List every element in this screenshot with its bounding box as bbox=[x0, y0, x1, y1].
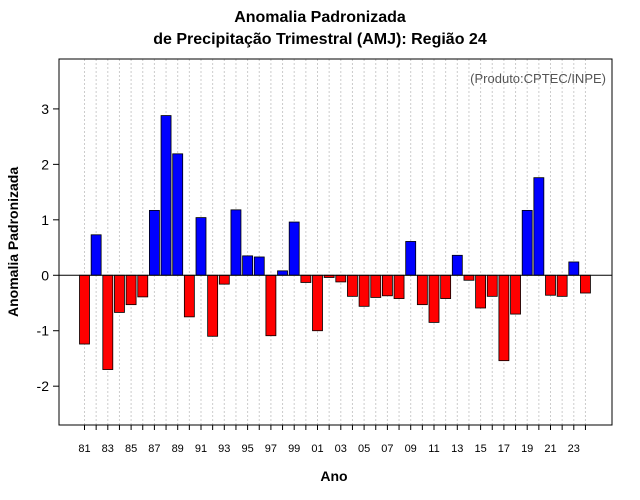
bar-92 bbox=[207, 274, 219, 337]
bar-06 bbox=[370, 274, 382, 298]
x-tick-label: 89 bbox=[172, 443, 184, 455]
bar-18 bbox=[510, 274, 521, 315]
y-tick-label: 3 bbox=[41, 101, 49, 117]
bar-95 bbox=[242, 255, 254, 276]
chart-title: Anomalia Padronizada bbox=[234, 9, 406, 26]
x-tick-label: 07 bbox=[381, 443, 393, 455]
bar-84 bbox=[114, 274, 125, 313]
x-tick-label: 91 bbox=[195, 443, 207, 455]
plot-frame bbox=[58, 58, 613, 426]
bar-91 bbox=[195, 217, 207, 276]
x-tick-label: 01 bbox=[311, 443, 323, 455]
bar-00 bbox=[300, 274, 312, 283]
bar-15 bbox=[475, 274, 487, 309]
bar-99 bbox=[288, 221, 300, 276]
bar-13 bbox=[451, 254, 463, 276]
x-tick-label: 83 bbox=[102, 443, 114, 455]
y-tick-label: 1 bbox=[41, 212, 49, 228]
x-tick-label: 09 bbox=[405, 443, 417, 455]
bar-88 bbox=[160, 115, 172, 276]
bar-22 bbox=[556, 274, 568, 297]
bar-81 bbox=[79, 274, 90, 345]
bar-23 bbox=[568, 261, 580, 276]
bar-93 bbox=[218, 274, 230, 285]
bar-90 bbox=[183, 274, 195, 318]
bar-10 bbox=[416, 274, 428, 306]
y-tick-label: -1 bbox=[37, 323, 50, 339]
bar-96 bbox=[253, 256, 265, 276]
bar-11 bbox=[428, 274, 440, 323]
x-tick-label: 23 bbox=[568, 443, 580, 455]
x-tick-label: 03 bbox=[335, 443, 347, 455]
bar-09 bbox=[405, 241, 417, 276]
y-tick-label: 0 bbox=[41, 267, 49, 283]
bar-83 bbox=[102, 274, 114, 370]
x-tick-label: 97 bbox=[265, 443, 277, 455]
chart-credit: (Produto:CPTEC/INPE) bbox=[470, 71, 606, 86]
x-tick-label: 17 bbox=[498, 443, 510, 455]
bar-07 bbox=[381, 274, 393, 297]
x-tick-label: 15 bbox=[474, 443, 486, 455]
bar-82 bbox=[90, 234, 102, 276]
x-tick-label: 87 bbox=[148, 443, 160, 455]
bar-97 bbox=[265, 274, 277, 337]
x-tick-label: 13 bbox=[451, 443, 463, 455]
bar-17 bbox=[498, 274, 510, 362]
bar-24 bbox=[580, 274, 591, 294]
bar-21 bbox=[545, 274, 556, 296]
y-axis-title: Anomalia Padronizada bbox=[5, 166, 21, 318]
bar-20 bbox=[533, 177, 545, 276]
bar-87 bbox=[148, 209, 160, 276]
bar-04 bbox=[347, 274, 358, 297]
bar-01 bbox=[312, 274, 323, 332]
bar-08 bbox=[393, 274, 405, 299]
x-tick-label: 19 bbox=[521, 443, 533, 455]
x-tick-label: 11 bbox=[428, 443, 439, 455]
bar-98 bbox=[277, 270, 288, 276]
chart-subtitle: de Precipitação Trimestral (AMJ): Região… bbox=[153, 31, 487, 48]
bar-14 bbox=[463, 274, 475, 281]
bar-12 bbox=[440, 274, 452, 299]
bar-85 bbox=[125, 274, 137, 306]
bar-16 bbox=[486, 274, 498, 297]
bar-86 bbox=[137, 274, 149, 298]
x-tick-label: 05 bbox=[358, 443, 370, 455]
y-tick-label: 2 bbox=[41, 156, 49, 172]
x-tick-label: 99 bbox=[288, 443, 300, 455]
bar-19 bbox=[521, 209, 533, 276]
x-tick-label: 95 bbox=[241, 443, 253, 455]
bar-05 bbox=[358, 274, 370, 307]
x-tick-label: 21 bbox=[544, 443, 556, 455]
bar-03 bbox=[335, 274, 347, 283]
y-tick-label: -2 bbox=[37, 378, 50, 394]
x-tick-label: 81 bbox=[78, 443, 90, 455]
x-tick-label: 93 bbox=[218, 443, 230, 455]
bar-94 bbox=[230, 209, 242, 276]
bar-89 bbox=[172, 153, 184, 276]
x-axis-title: Ano bbox=[320, 468, 348, 484]
x-tick-label: 85 bbox=[125, 443, 137, 455]
